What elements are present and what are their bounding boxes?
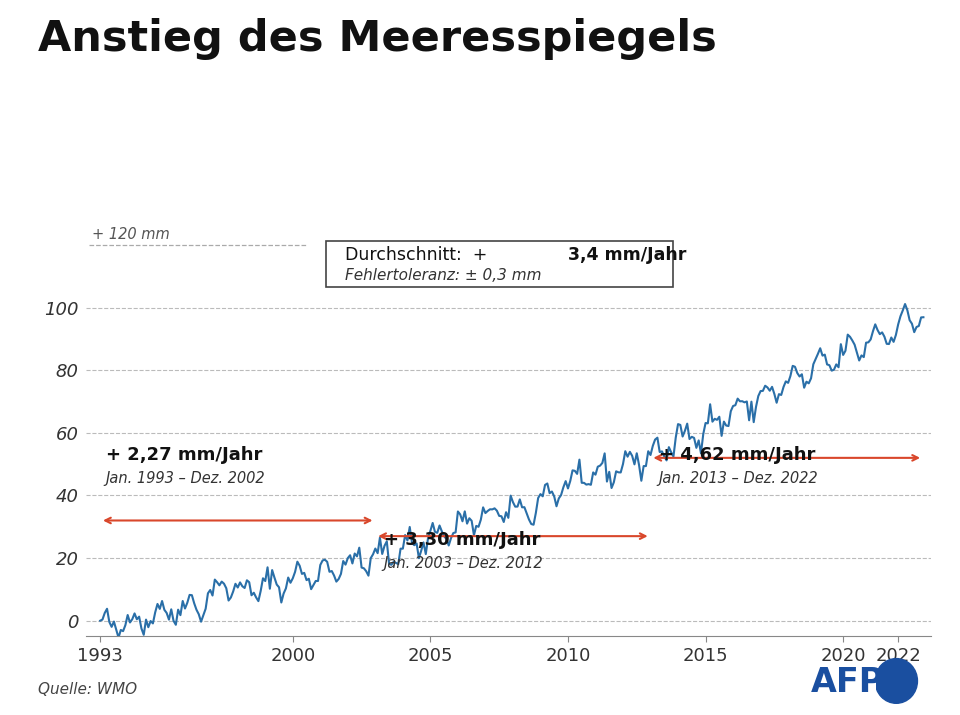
Text: Fehlertoleranz: ± 0,3 mm: Fehlertoleranz: ± 0,3 mm [345,268,541,283]
Text: + 2,27 mm/Jahr: + 2,27 mm/Jahr [106,446,262,464]
Text: Durchschnitt:  +: Durchschnitt: + [345,247,492,265]
Text: + 4,62 mm/Jahr: + 4,62 mm/Jahr [659,446,815,464]
Text: Jan. 1993 – Dez. 2002: Jan. 1993 – Dez. 2002 [106,471,265,486]
Text: AFP: AFP [811,666,884,699]
Text: Anstieg des Meeresspiegels: Anstieg des Meeresspiegels [38,18,717,60]
Text: Quelle: WMO: Quelle: WMO [38,682,137,697]
Circle shape [876,659,918,704]
Text: + 3,30 mm/Jahr: + 3,30 mm/Jahr [384,531,540,548]
Text: Jan. 2003 – Dez. 2012: Jan. 2003 – Dez. 2012 [384,556,543,571]
Text: 3,4 mm/Jahr: 3,4 mm/Jahr [568,247,686,265]
Text: Jan. 2013 – Dez. 2022: Jan. 2013 – Dez. 2022 [659,471,818,486]
FancyBboxPatch shape [325,241,673,287]
Text: + 120 mm: + 120 mm [92,227,170,242]
